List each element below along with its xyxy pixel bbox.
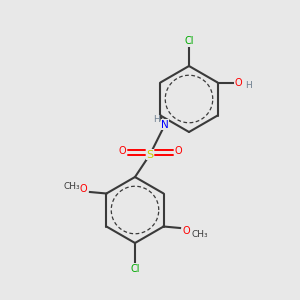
Text: CH₃: CH₃	[63, 182, 80, 191]
Text: H: H	[153, 116, 159, 124]
Text: O: O	[174, 146, 182, 156]
Text: Cl: Cl	[184, 36, 194, 46]
Text: CH₃: CH₃	[191, 230, 208, 238]
Text: O: O	[235, 77, 242, 88]
Text: O: O	[183, 226, 190, 236]
Text: O: O	[80, 184, 87, 194]
Text: N: N	[161, 119, 169, 130]
Text: H: H	[245, 81, 252, 90]
Text: O: O	[118, 146, 126, 156]
Text: S: S	[146, 149, 154, 160]
Text: Cl: Cl	[130, 263, 140, 274]
